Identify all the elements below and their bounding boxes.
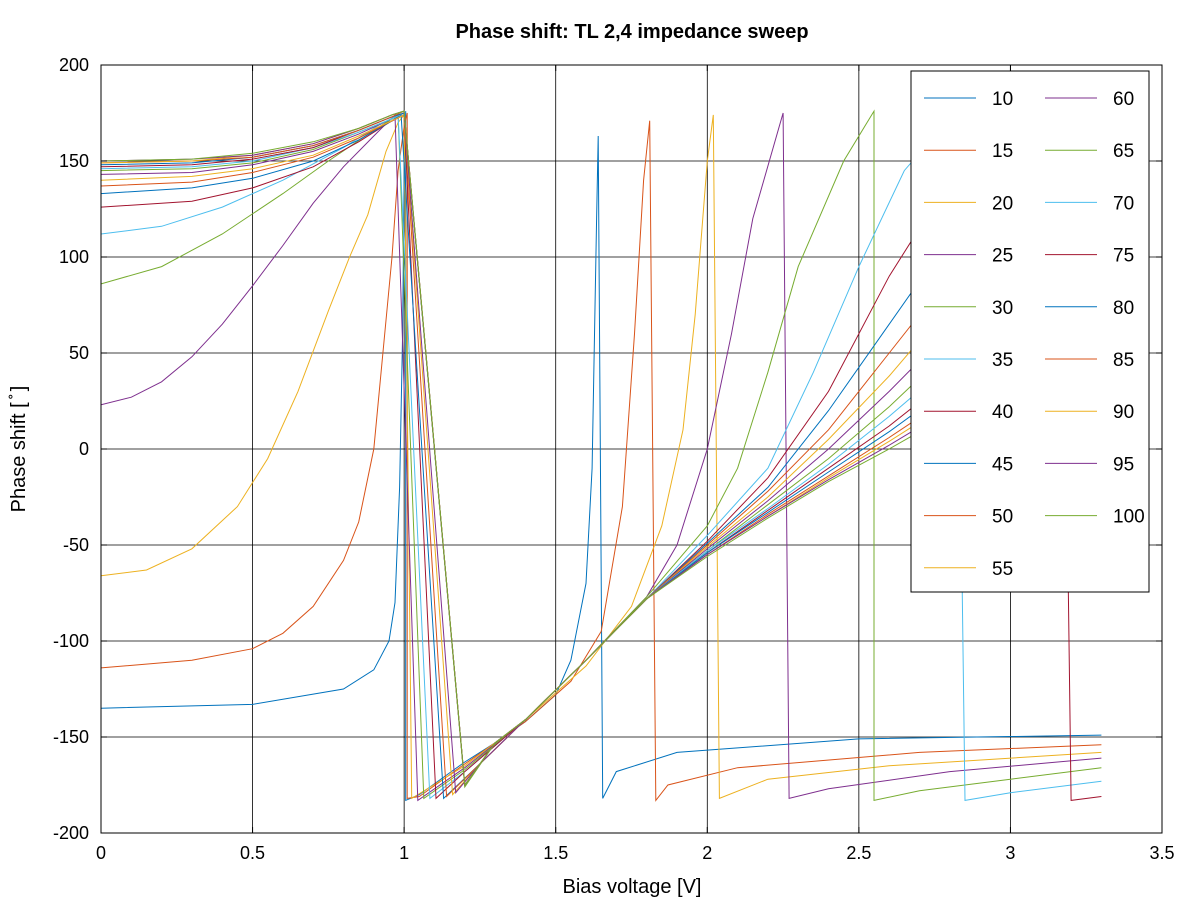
legend-label-10: 10	[992, 89, 1013, 110]
series-line-20	[101, 113, 1102, 800]
x-tick-label: 3.5	[1149, 843, 1174, 863]
series-line-25	[101, 112, 1102, 802]
y-tick-label: -100	[53, 631, 89, 651]
legend-label-50: 50	[992, 507, 1013, 528]
series-line-30	[101, 109, 1102, 802]
legend-box	[910, 70, 1150, 593]
legend-label-40: 40	[992, 402, 1013, 423]
legend-label-35: 35	[992, 350, 1013, 371]
y-tick-label: 0	[79, 439, 89, 459]
x-tick-label: 1	[399, 843, 409, 863]
legend-label-80: 80	[1113, 298, 1134, 319]
legend: 10 15 20 25 30 35 40 45 50 55 60 65 70 75 80 85 90 95 100	[910, 70, 1150, 593]
legend-label-55: 55	[992, 559, 1013, 580]
y-tick-label: 100	[59, 247, 89, 267]
y-tick-label: -150	[53, 727, 89, 747]
y-tick-label: 150	[59, 151, 89, 171]
x-tick-label: 2.5	[846, 843, 871, 863]
y-axis-label: Phase shift [ ̊ ]	[8, 386, 30, 513]
legend-label-45: 45	[992, 454, 1013, 475]
series-line-10	[101, 111, 1102, 802]
chart-title: Phase shift: TL 2,4 impedance sweep	[455, 21, 808, 43]
legend-label-30: 30	[992, 298, 1013, 319]
legend-label-20: 20	[992, 193, 1013, 214]
y-tick-label: -200	[53, 823, 89, 843]
legend-label-100: 100	[1113, 507, 1145, 528]
legend-label-15: 15	[992, 141, 1013, 162]
y-tick-label: 50	[69, 343, 89, 363]
legend-label-25: 25	[992, 246, 1013, 267]
y-tick-label: -50	[63, 535, 89, 555]
legend-label-70: 70	[1113, 193, 1134, 214]
x-axis-label: Bias voltage [V]	[563, 876, 702, 898]
x-tick-label: 3	[1005, 843, 1015, 863]
legend-label-65: 65	[1113, 141, 1134, 162]
x-tick-label: 0.5	[240, 843, 265, 863]
x-tick-label: 2	[702, 843, 712, 863]
legend-label-85: 85	[1113, 350, 1134, 371]
legend-label-90: 90	[1113, 402, 1134, 423]
y-tick-label: 200	[59, 55, 89, 75]
legend-label-75: 75	[1113, 246, 1134, 267]
axis-ticks: 0 0.5 1 1.5 2 2.5 3 3.5 -200 -150 -100 -50 0 50 100 150…	[53, 55, 1175, 863]
legend-label-60: 60	[1113, 89, 1134, 110]
legend-label-95: 95	[1113, 454, 1134, 475]
x-tick-label: 0	[96, 843, 106, 863]
x-tick-label: 1.5	[543, 843, 568, 863]
